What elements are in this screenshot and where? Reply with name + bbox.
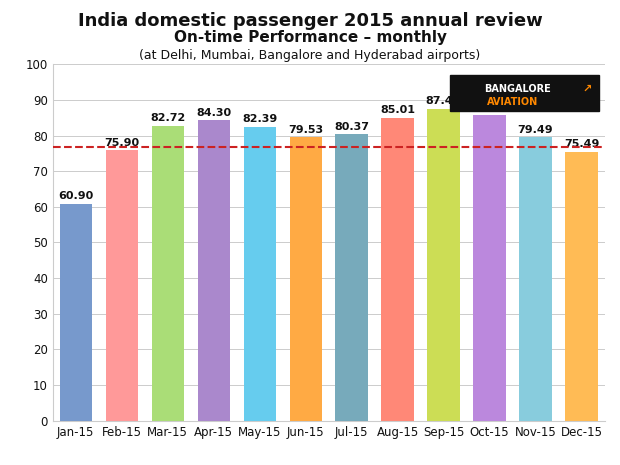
Bar: [427, 109, 459, 421]
Text: 84.30: 84.30: [196, 108, 231, 118]
Bar: [60, 204, 92, 421]
Text: 85.01: 85.01: [380, 105, 415, 115]
Text: ↗: ↗: [582, 84, 591, 94]
Bar: [198, 120, 230, 421]
Text: 75.90: 75.90: [104, 138, 140, 147]
Bar: [290, 137, 322, 421]
Bar: [474, 115, 506, 421]
Bar: [565, 152, 598, 421]
Text: 85.70: 85.70: [472, 103, 507, 113]
Bar: [105, 150, 138, 421]
Text: AVIATION: AVIATION: [487, 97, 538, 107]
Text: 87.44: 87.44: [426, 96, 461, 106]
Text: 79.49: 79.49: [518, 125, 553, 135]
Text: India domestic passenger 2015 annual review: India domestic passenger 2015 annual rev…: [78, 12, 542, 30]
Text: 80.37: 80.37: [334, 122, 369, 132]
Bar: [335, 134, 368, 421]
Text: On-time Performance – monthly: On-time Performance – monthly: [174, 30, 446, 45]
Text: (at Delhi, Mumbai, Bangalore and Hyderabad airports): (at Delhi, Mumbai, Bangalore and Hyderab…: [140, 49, 480, 62]
Bar: [151, 126, 184, 421]
Bar: [244, 127, 276, 421]
Bar: [520, 137, 552, 421]
Text: 60.90: 60.90: [58, 191, 94, 201]
Text: 82.39: 82.39: [242, 114, 277, 125]
Bar: [450, 75, 599, 111]
Text: BANGALORE: BANGALORE: [484, 84, 551, 94]
Text: 75.49: 75.49: [564, 139, 599, 149]
Text: 79.53: 79.53: [288, 125, 323, 135]
Bar: [381, 118, 414, 421]
Text: 82.72: 82.72: [150, 113, 185, 123]
